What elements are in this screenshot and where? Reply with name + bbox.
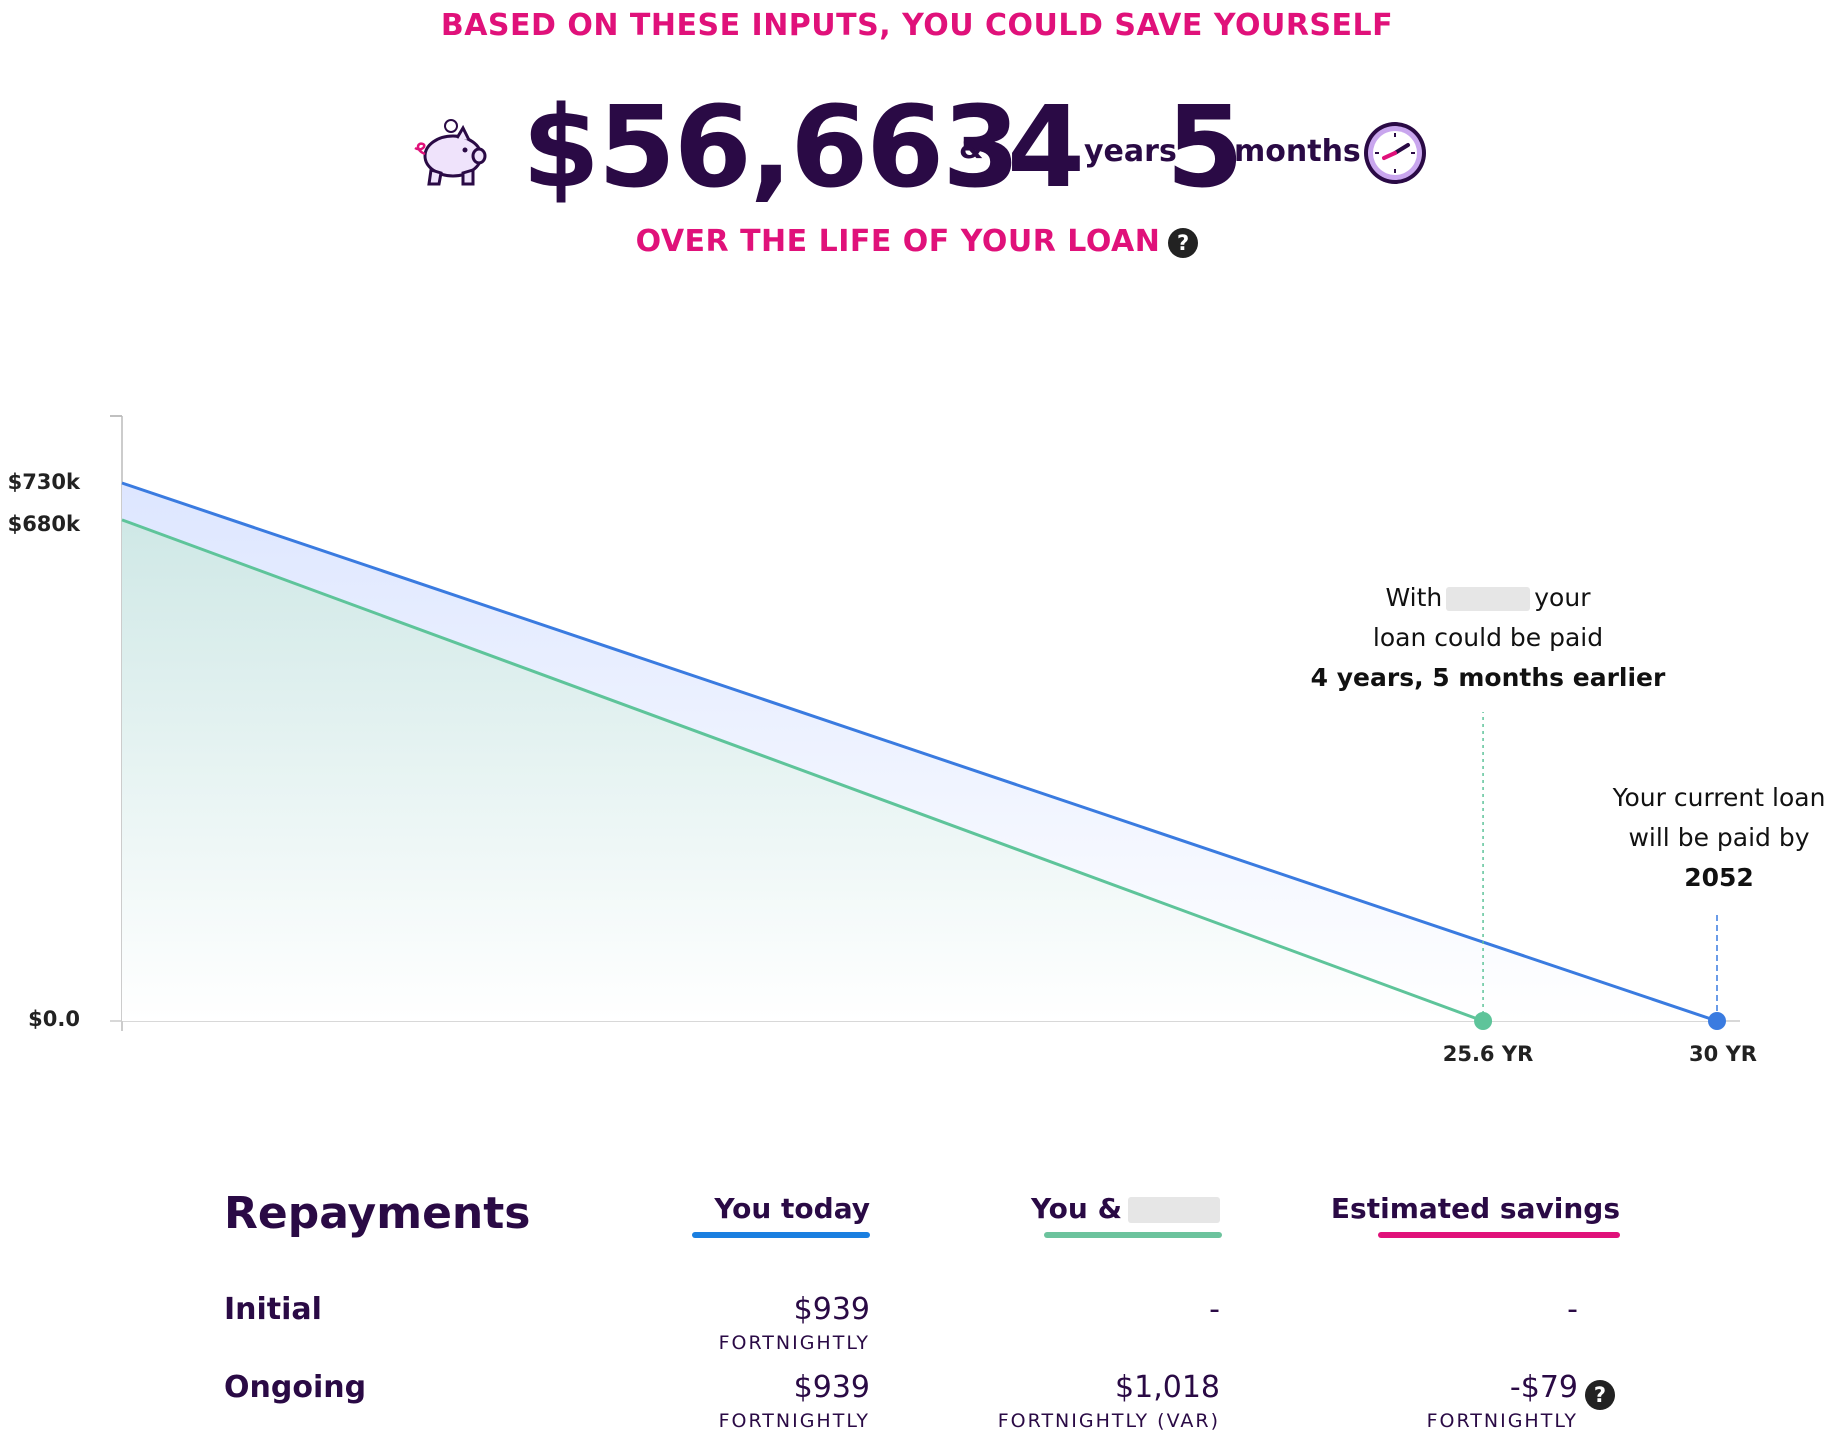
col-you-with: You &: [990, 1192, 1220, 1225]
help-icon[interactable]: ?: [1168, 227, 1199, 258]
savings-amount: $56,663: [522, 83, 1020, 213]
y-tick-label: $730k: [7, 470, 80, 494]
ongoing-with-value: $1,018: [1115, 1370, 1220, 1405]
series-line-you-today: [121, 481, 1718, 1023]
annotation-blue-line1: Your current loan: [1612, 783, 1826, 812]
annotation-blue: Your current loan will be paid by 2052: [1604, 778, 1834, 898]
row-initial-label: Initial: [224, 1292, 322, 1327]
annotation-green-line2: loan could be paid: [1372, 623, 1604, 652]
initial-today-value: $939: [793, 1292, 870, 1327]
savings-subtitle: OVER THE LIFE OF YOUR LOAN?: [0, 224, 1834, 259]
clock-icon: [1364, 122, 1426, 184]
annotation-green-line3: 4 years, 5 months earlier: [1310, 663, 1666, 692]
months-unit: months: [1234, 134, 1361, 169]
savings-help-icon[interactable]: ?: [1585, 1380, 1615, 1410]
ongoing-savings-value: -$79: [1509, 1370, 1578, 1405]
ongoing-with-frequency: FORTNIGHTLY (VAR): [997, 1410, 1220, 1432]
x-tick-label: 30 YR: [1689, 1042, 1757, 1066]
ongoing-savings-frequency: FORTNIGHTLY: [1426, 1410, 1578, 1432]
redacted-brand: [1446, 587, 1531, 611]
annotation-blue-line2: will be paid by: [1628, 823, 1810, 852]
years-unit: years: [1084, 134, 1177, 169]
annotation-green-line1: With your: [1308, 578, 1668, 618]
initial-today-frequency: FORTNIGHTLY: [718, 1332, 870, 1354]
plot-area: [121, 481, 1726, 1030]
months-value: 5: [1166, 83, 1244, 213]
initial-savings-value: -: [1567, 1292, 1578, 1327]
y-tick-label: $680k: [7, 512, 80, 536]
ongoing-today-frequency: FORTNIGHTLY: [718, 1410, 870, 1432]
years-value: 4: [1007, 83, 1085, 213]
redacted-brand: [1128, 1197, 1220, 1223]
annotation-green-post: your: [1534, 583, 1591, 612]
col-you-today-underline: [692, 1232, 870, 1238]
repayments-title: Repayments: [224, 1188, 531, 1239]
col-estimated-savings-underline: [1378, 1232, 1620, 1238]
savings-subtitle-text: OVER THE LIFE OF YOUR LOAN: [635, 224, 1161, 259]
ongoing-today-value: $939: [793, 1370, 870, 1405]
x-tick-label: 25.6 YR: [1442, 1042, 1534, 1066]
annotation-green-pre: With: [1385, 583, 1443, 612]
row-ongoing-label: Ongoing: [224, 1370, 367, 1405]
end-point-you-with: [1474, 1012, 1493, 1030]
annotation-green: With your loan could be paid 4 years, 5 m…: [1308, 578, 1668, 698]
col-you-with-underline: [1044, 1232, 1222, 1238]
piggy-bank-icon: [414, 119, 487, 186]
series-line-you-with: [121, 518, 1484, 1023]
loan-balance-chart: [110, 415, 1740, 1031]
y-tick-label: $0.0: [28, 1007, 80, 1031]
savings-kicker: BASED ON THESE INPUTS, YOU COULD SAVE YO…: [440, 8, 1394, 43]
col-estimated-savings: Estimated savings: [1330, 1192, 1620, 1225]
annotation-blue-line3: 2052: [1684, 863, 1754, 892]
end-point-you-today: [1708, 1012, 1726, 1030]
initial-with-value: -: [1209, 1292, 1220, 1327]
col-you-today: You today: [714, 1192, 870, 1225]
col-you-with-label: You &: [1030, 1192, 1122, 1225]
ampersand: &: [959, 132, 984, 165]
savings-hero: $56,663 & 4 years 5 months: [400, 88, 1440, 208]
